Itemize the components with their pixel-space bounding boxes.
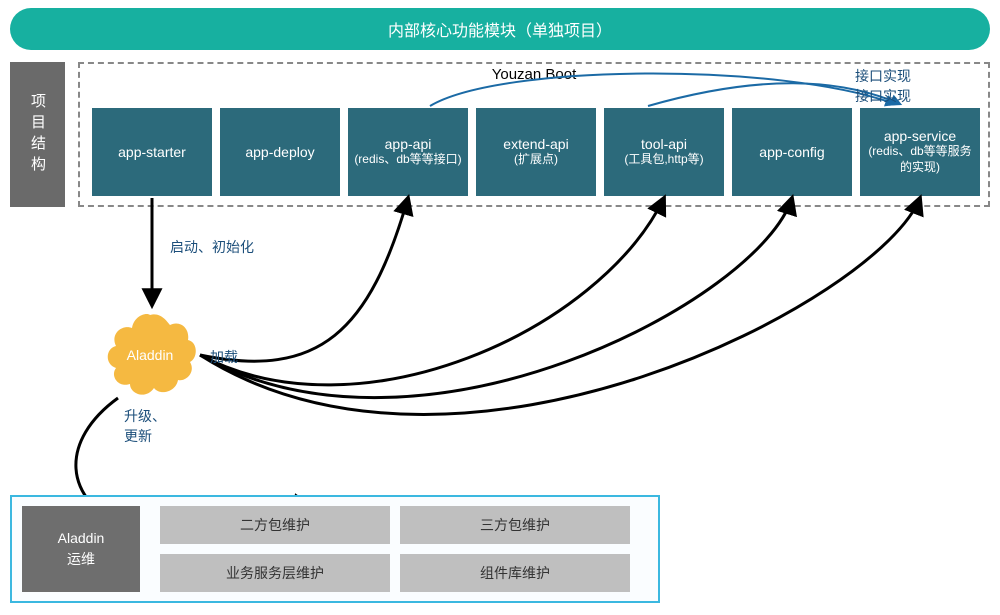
youzan-boot-title: Youzan Boot bbox=[78, 66, 990, 83]
ops-box: 业务服务层维护 bbox=[160, 554, 390, 592]
ops-box: 三方包维护 bbox=[400, 506, 630, 544]
module-label: app-starter bbox=[118, 144, 186, 160]
module-tool-api: tool-api(工具包,http等) bbox=[604, 108, 724, 196]
banner-title: 内部核心功能模块（单独项目） bbox=[388, 17, 612, 41]
label-start-init: 启动、初始化 bbox=[170, 237, 254, 257]
module-sublabel: (扩展点) bbox=[514, 152, 558, 168]
arrow-black bbox=[200, 198, 792, 398]
module-extend-api: extend-api(扩展点) bbox=[476, 108, 596, 196]
module-label: app-config bbox=[759, 144, 824, 160]
label-upgrade: 升级、更新 bbox=[124, 406, 174, 446]
side-label-text: 项目结构 bbox=[27, 93, 48, 177]
module-label: extend-api bbox=[503, 136, 568, 152]
label-impl2: 接口实现 bbox=[855, 86, 911, 106]
module-app-config: app-config bbox=[732, 108, 852, 196]
label-impl1: 接口实现 bbox=[855, 66, 911, 86]
aladdin-cloud: Aladdin bbox=[100, 310, 200, 400]
project-structure-label: 项目结构 bbox=[10, 62, 65, 207]
ops-box: 组件库维护 bbox=[400, 554, 630, 592]
arrow-black bbox=[200, 198, 664, 385]
arrow-black bbox=[200, 198, 408, 361]
module-app-service: app-service(redis、db等等服务的实现) bbox=[860, 108, 980, 196]
label-load: 加载 bbox=[210, 347, 238, 367]
core-module-banner: 内部核心功能模块（单独项目） bbox=[10, 8, 990, 50]
ops-box: 二方包维护 bbox=[160, 506, 390, 544]
module-app-starter: app-starter bbox=[92, 108, 212, 196]
module-label: app-api bbox=[385, 136, 432, 152]
module-app-api: app-api(redis、db等等接口) bbox=[348, 108, 468, 196]
module-sublabel: (redis、db等等接口) bbox=[354, 152, 461, 168]
module-app-deploy: app-deploy bbox=[220, 108, 340, 196]
module-sublabel: (redis、db等等服务的实现) bbox=[864, 144, 976, 175]
module-sublabel: (工具包,http等) bbox=[624, 152, 703, 168]
module-label: tool-api bbox=[641, 136, 687, 152]
arrow-black bbox=[200, 198, 920, 414]
module-label: app-deploy bbox=[245, 144, 314, 160]
module-label: app-service bbox=[884, 128, 956, 144]
aladdin-ops-label: Aladdin运维 bbox=[22, 506, 140, 592]
cloud-label: Aladdin bbox=[127, 347, 174, 363]
ops-label-text: Aladdin运维 bbox=[58, 528, 105, 570]
